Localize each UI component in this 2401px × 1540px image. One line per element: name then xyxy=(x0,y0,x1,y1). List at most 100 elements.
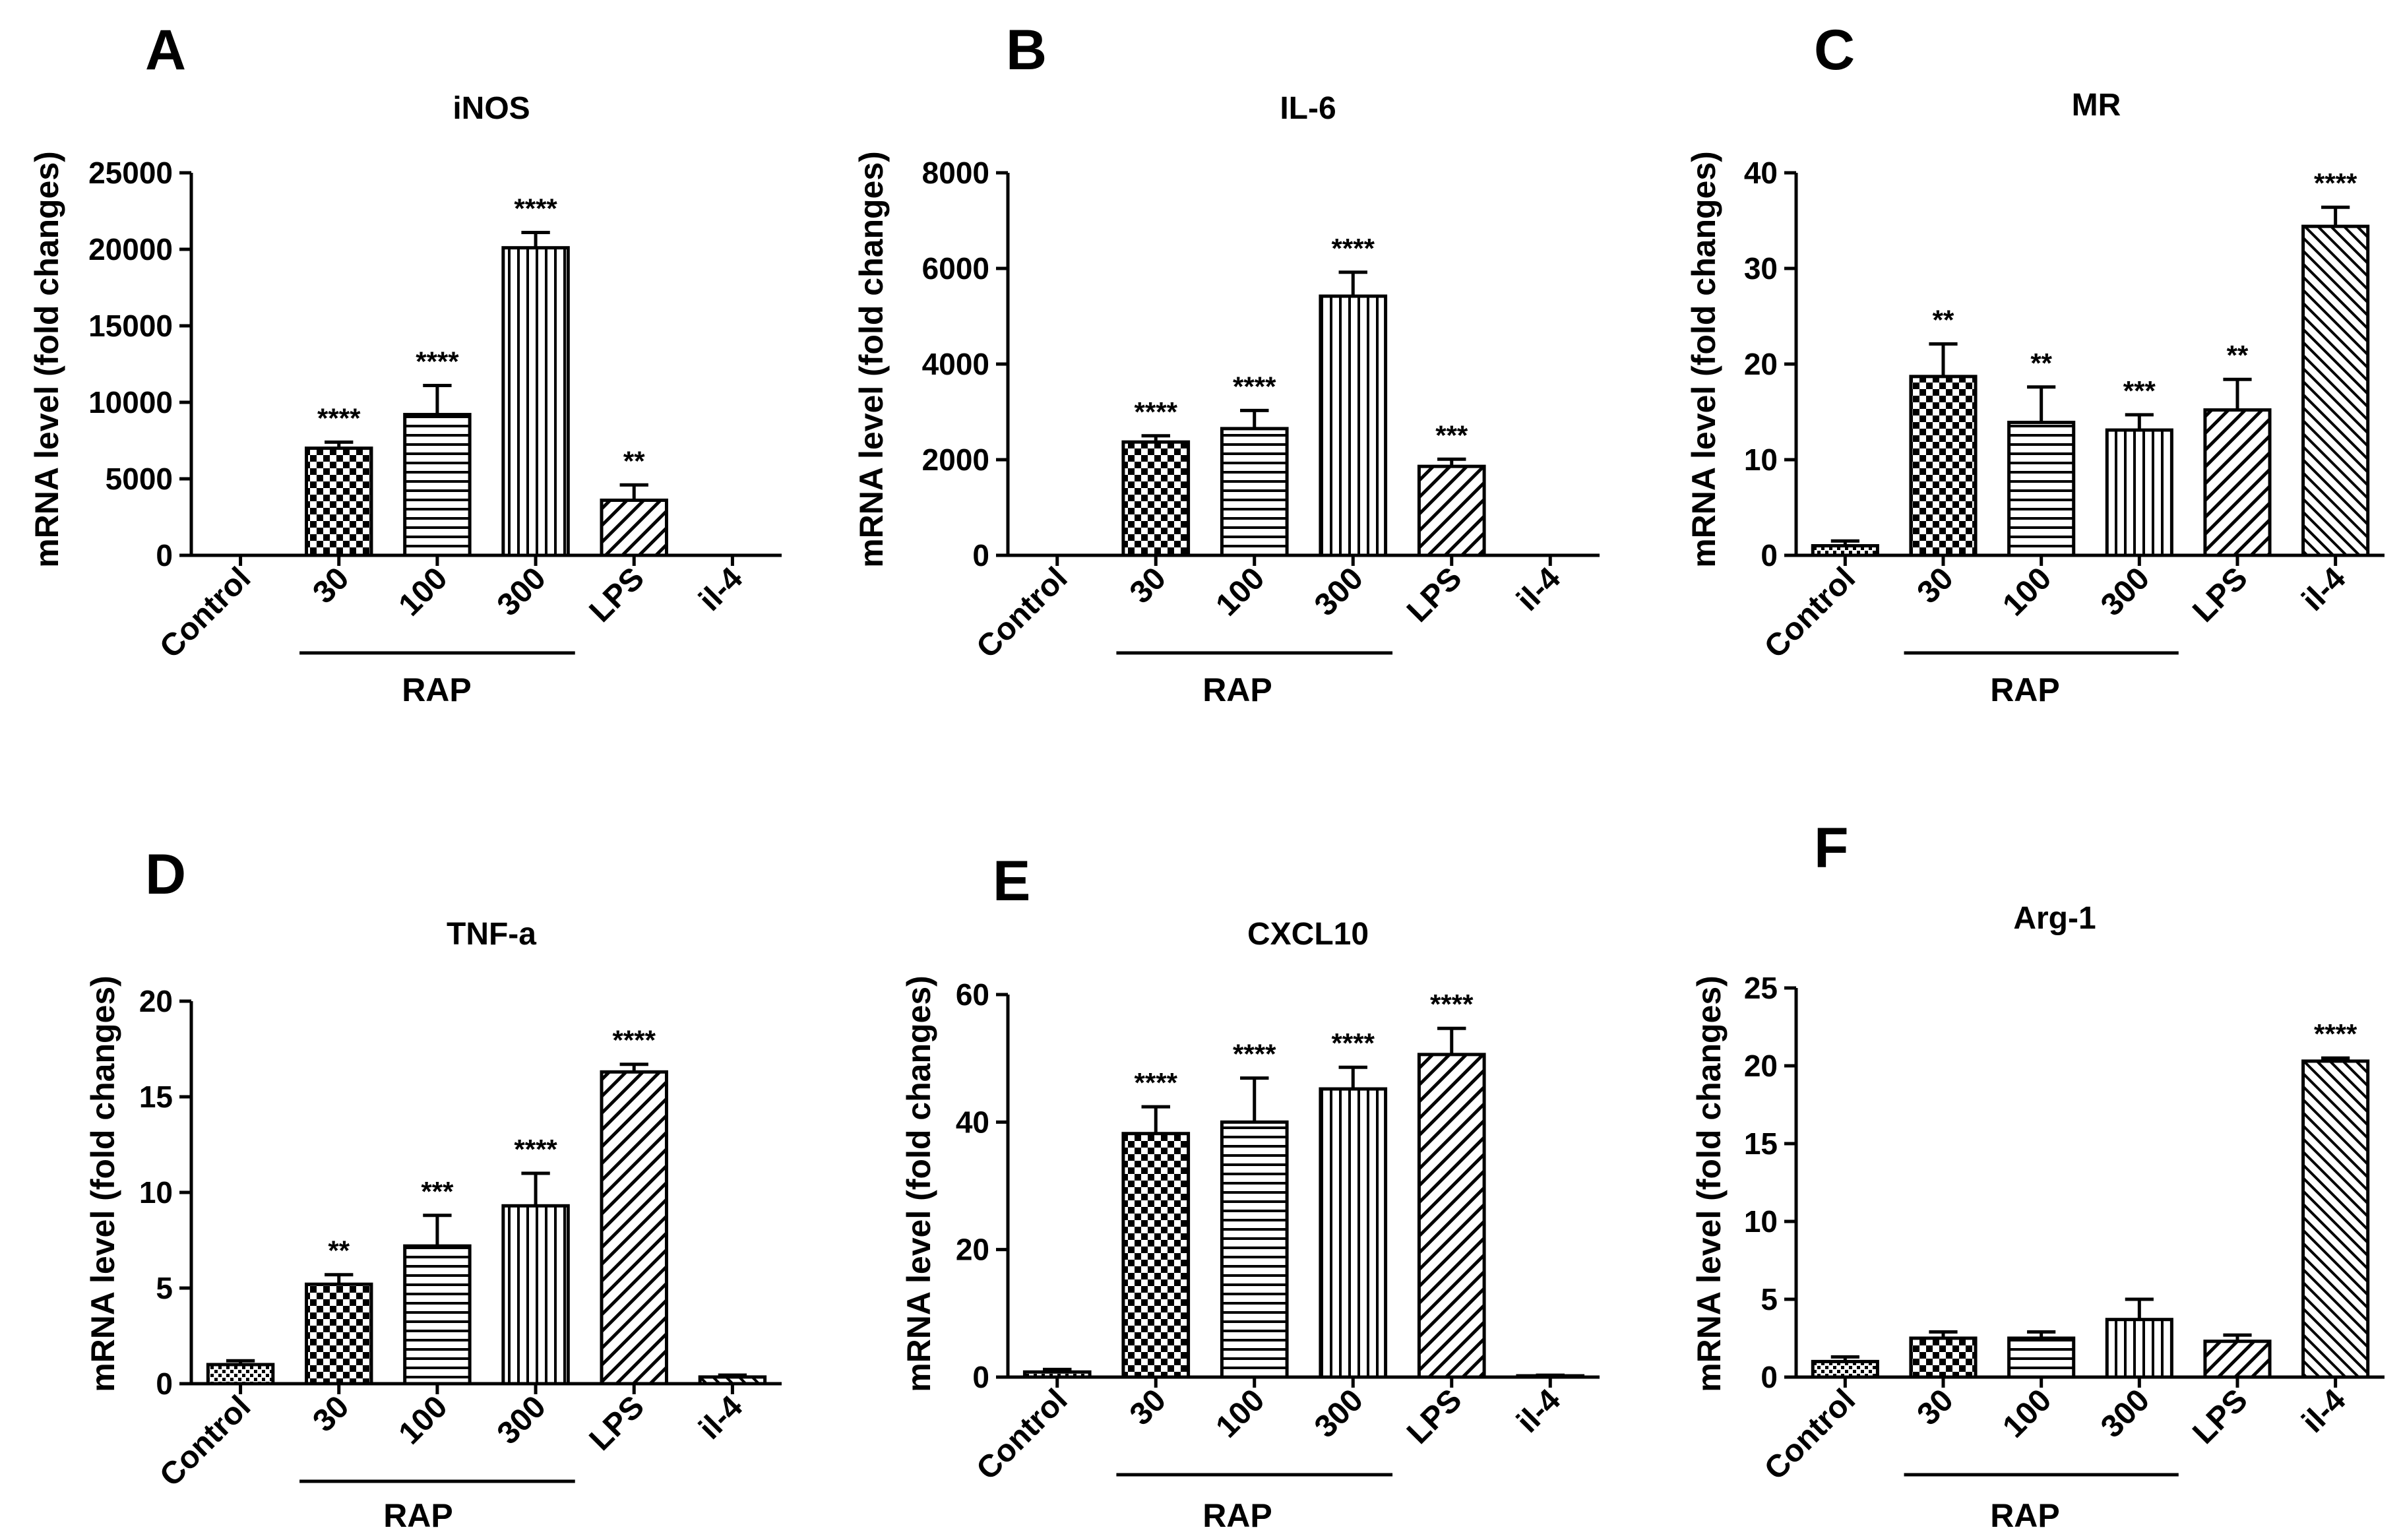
significance-label: **** xyxy=(2314,1018,2357,1049)
y-tick-label: 60 xyxy=(956,977,989,1012)
bar-lps xyxy=(602,1072,667,1384)
x-tick-label: 100 xyxy=(392,561,454,623)
significance-label: ** xyxy=(328,1235,350,1266)
x-tick-label: Control xyxy=(970,1382,1074,1487)
y-tick-label: 8000 xyxy=(922,156,989,190)
bar-300 xyxy=(1320,1089,1386,1377)
bar-100 xyxy=(404,414,470,555)
bar-30 xyxy=(1123,1133,1189,1377)
bar-300 xyxy=(503,247,569,555)
bar-il-4 xyxy=(2303,226,2368,555)
plot-area-tnfa: 0 5 10 15 20 Control ** 30 *** 100 **** 300 **** LPS i… xyxy=(139,984,782,1493)
y-axis-label: mRNA level (fold changes) xyxy=(1685,151,1722,568)
y-tick-label: 40 xyxy=(956,1105,989,1139)
x-tick-label: 300 xyxy=(491,1389,553,1451)
bar-il-4 xyxy=(2303,1061,2368,1377)
x-tick-label: Control xyxy=(1758,561,1862,665)
chart-title-tnfa: TNF-a xyxy=(447,917,536,952)
bar-30 xyxy=(306,448,371,555)
bar-30 xyxy=(1910,1338,1976,1377)
y-tick-label: 2000 xyxy=(922,443,989,477)
bar-300 xyxy=(1320,296,1386,555)
x-tick-label: il-4 xyxy=(2295,561,2353,618)
y-tick-label: 0 xyxy=(156,1367,173,1401)
bar-il-4 xyxy=(700,1376,765,1384)
x-tick-label: 300 xyxy=(491,561,553,623)
y-axis-label: mRNA level (fold changes) xyxy=(28,151,65,568)
group-label-rap: RAP xyxy=(1990,671,2060,708)
x-tick-label: LPS xyxy=(2186,1382,2254,1450)
group-label-rap: RAP xyxy=(1202,671,1272,708)
y-tick-label: 40 xyxy=(1744,156,1778,190)
bar-control xyxy=(208,1365,273,1384)
y-tick-label: 20 xyxy=(139,984,173,1018)
significance-label: **** xyxy=(613,1025,656,1056)
significance-label: ** xyxy=(2030,348,2052,379)
significance-label: **** xyxy=(1233,1039,1276,1070)
x-tick-label: LPS xyxy=(1400,561,1468,629)
y-axis-label: mRNA level (fold changes) xyxy=(84,975,121,1392)
group-label-rap: RAP xyxy=(402,671,472,708)
y-tick-label: 5 xyxy=(156,1271,173,1305)
plot-area-cxcl10: 0 20 40 60 Control **** 30 **** 100 **** 300 **** LP… xyxy=(956,977,1600,1487)
x-tick-label: 30 xyxy=(1123,561,1173,610)
significance-label: **** xyxy=(514,1134,557,1165)
x-tick-label: 300 xyxy=(1308,561,1370,623)
x-tick-label: 30 xyxy=(306,1389,356,1438)
panel-b: B IL-6 mRNA level (fold changes) RAP 0 20… xyxy=(853,18,1600,708)
x-tick-label: Control xyxy=(153,561,257,665)
chart-title-il6: IL-6 xyxy=(1280,91,1336,126)
y-tick-label: 20 xyxy=(1744,1049,1778,1083)
y-tick-label: 25000 xyxy=(88,156,173,190)
significance-label: **** xyxy=(1233,371,1276,402)
x-tick-label: LPS xyxy=(2186,561,2254,629)
group-label-rap: RAP xyxy=(1202,1497,1272,1534)
y-tick-label: 15 xyxy=(139,1080,173,1114)
y-tick-label: 15000 xyxy=(88,309,173,343)
y-tick-label: 0 xyxy=(156,538,173,572)
bar-300 xyxy=(503,1206,569,1384)
bar-100 xyxy=(1222,428,1288,555)
bar-100 xyxy=(404,1246,470,1384)
significance-label: *** xyxy=(2123,375,2156,406)
bar-30 xyxy=(306,1284,371,1384)
x-tick-label: 30 xyxy=(1911,1382,1960,1432)
bar-lps xyxy=(2204,1341,2270,1377)
panel-letter-c: C xyxy=(1814,18,1855,82)
chart-title-inos: iNOS xyxy=(452,91,530,126)
x-tick-label: 30 xyxy=(306,561,356,610)
x-tick-label: 100 xyxy=(392,1389,454,1451)
significance-label: *** xyxy=(421,1176,454,1207)
y-axis-label: mRNA level (fold changes) xyxy=(853,151,890,568)
plot-area-mr: 0 10 20 30 40 Control ** 30 ** 100 *** 300 ** LPS ****… xyxy=(1744,156,2385,665)
panel-letter-b: B xyxy=(1006,18,1047,82)
x-tick-label: il-4 xyxy=(693,1389,750,1446)
bar-control xyxy=(1024,1372,1090,1377)
chart-title-mr: MR xyxy=(2072,88,2121,123)
significance-label: **** xyxy=(1135,396,1178,427)
group-label-rap: RAP xyxy=(1990,1497,2060,1534)
y-tick-label: 10 xyxy=(1744,1204,1778,1239)
y-tick-label: 20000 xyxy=(88,232,173,266)
x-tick-label: 30 xyxy=(1911,561,1960,610)
significance-label: ** xyxy=(1933,305,1954,336)
x-tick-label: 100 xyxy=(1209,1382,1271,1444)
significance-label: **** xyxy=(2314,168,2357,199)
y-tick-label: 10 xyxy=(139,1175,173,1210)
significance-label: **** xyxy=(1135,1067,1178,1098)
bar-300 xyxy=(2107,1319,2172,1377)
bar-lps xyxy=(1419,466,1485,555)
group-label-rap: RAP xyxy=(383,1497,453,1534)
significance-label: **** xyxy=(416,346,459,377)
y-tick-label: 6000 xyxy=(922,251,989,286)
bar-300 xyxy=(2107,430,2172,555)
panel-f: F Arg-1 mRNA level (fold changes) RAP 0 5… xyxy=(1691,816,2385,1534)
bar-100 xyxy=(1222,1122,1288,1377)
x-tick-label: il-4 xyxy=(2295,1382,2353,1440)
x-tick-label: il-4 xyxy=(1511,1382,1568,1440)
chart-title-arg1: Arg-1 xyxy=(2013,901,2096,936)
x-tick-label: 30 xyxy=(1123,1382,1173,1432)
panel-e: E CXCL10 mRNA level (fold changes) RAP 0… xyxy=(900,849,1600,1534)
significance-label: *** xyxy=(1435,419,1468,450)
